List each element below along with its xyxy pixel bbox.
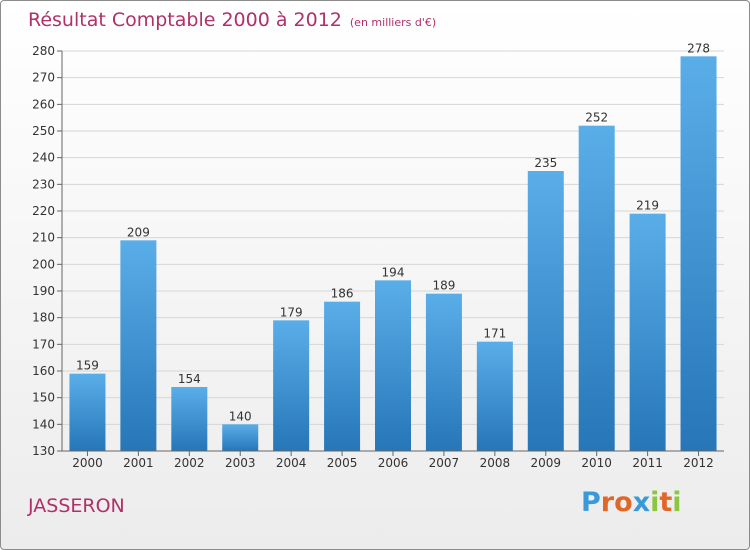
chart-title-text: Résultat Comptable 2000 à 2012 — [28, 9, 342, 31]
bars: 159 209 154 140 179 186 194 189 171 235 252 219 278 — [69, 41, 717, 452]
bar-2010 — [578, 125, 615, 452]
y-tick-label: 240 — [32, 151, 55, 165]
proxiti-logo: Proxiti — [581, 487, 682, 518]
bar-2005 — [324, 301, 361, 451]
x-tick-label: 2005 — [327, 456, 358, 470]
bar-value-label: 140 — [229, 409, 252, 423]
y-tick-label: 150 — [32, 391, 55, 405]
y-tick-label: 230 — [32, 177, 55, 191]
y-tick-label: 270 — [32, 71, 55, 85]
bar-value-label: 194 — [382, 265, 405, 279]
bar-value-label: 179 — [280, 305, 303, 319]
y-tick-label: 220 — [32, 204, 55, 218]
bar-value-label: 278 — [687, 41, 710, 55]
bar-2006 — [375, 280, 411, 451]
y-tick-label: 280 — [32, 44, 55, 58]
y-tick-label: 130 — [32, 444, 55, 458]
x-tick-label: 2002 — [174, 456, 205, 470]
bar-2004 — [273, 320, 310, 451]
bar-value-label: 159 — [76, 359, 99, 373]
x-tick-label: 2006 — [378, 456, 409, 470]
y-tick-label: 200 — [32, 257, 55, 271]
y-tick-label: 170 — [32, 337, 55, 351]
logo-letter: t — [659, 487, 673, 518]
logo-letter: r — [600, 487, 615, 518]
bar-2009 — [527, 171, 564, 451]
y-tick-label: 260 — [32, 97, 55, 111]
bar-2000 — [69, 373, 106, 451]
bar-value-label: 209 — [127, 225, 150, 239]
bar-value-label: 189 — [432, 279, 455, 293]
bar-2001 — [120, 240, 157, 451]
y-tick-label: 210 — [32, 231, 55, 245]
bar-2003 — [222, 424, 259, 451]
logo-letter: i — [650, 487, 660, 518]
logo-letter: x — [632, 487, 651, 518]
x-tick-label: 2001 — [123, 456, 154, 470]
x-tick-label: 2009 — [530, 456, 561, 470]
y-tick-label: 140 — [32, 417, 55, 431]
y-tick-label: 160 — [32, 364, 55, 378]
bar-2007 — [425, 293, 462, 451]
x-tick-label: 2012 — [683, 456, 714, 470]
logo-letter: P — [581, 487, 601, 518]
x-tick-label: 2007 — [429, 456, 460, 470]
bar-2011 — [629, 213, 666, 451]
y-tick-label: 190 — [32, 284, 55, 298]
bar-2002 — [171, 387, 208, 451]
x-tick-label: 2000 — [72, 456, 103, 470]
x-tick-label: 2008 — [480, 456, 511, 470]
chart-title: Résultat Comptable 2000 à 2012 (en millie… — [28, 9, 436, 31]
y-tick-label: 250 — [32, 124, 55, 138]
bar-2008 — [476, 341, 513, 451]
logo-letter: i — [672, 487, 682, 518]
x-tick-label: 2003 — [225, 456, 256, 470]
bar-2012 — [680, 56, 717, 451]
bar-value-label: 219 — [636, 199, 659, 213]
x-axis: 2000 2001 2002 2003 2004 2005 2006 2007 2008 2009… — [62, 450, 724, 470]
chart-subtitle: (en milliers d'€) — [349, 16, 437, 29]
x-tick-label: 2011 — [632, 456, 663, 470]
bar-value-label: 252 — [585, 111, 608, 125]
x-tick-label: 2004 — [276, 456, 307, 470]
logo-letter: o — [614, 487, 633, 518]
bar-value-label: 171 — [483, 327, 506, 341]
town-name: JASSERON — [28, 495, 125, 517]
x-tick-label: 2010 — [581, 456, 612, 470]
y-tick-label: 180 — [32, 311, 55, 325]
bar-value-label: 186 — [331, 287, 354, 301]
y-axis: 130 140 150 160 170 180 190 200 210 220 230 240 250 2… — [32, 44, 63, 458]
bar-value-label: 154 — [178, 372, 201, 386]
bar-value-label: 235 — [534, 156, 557, 170]
